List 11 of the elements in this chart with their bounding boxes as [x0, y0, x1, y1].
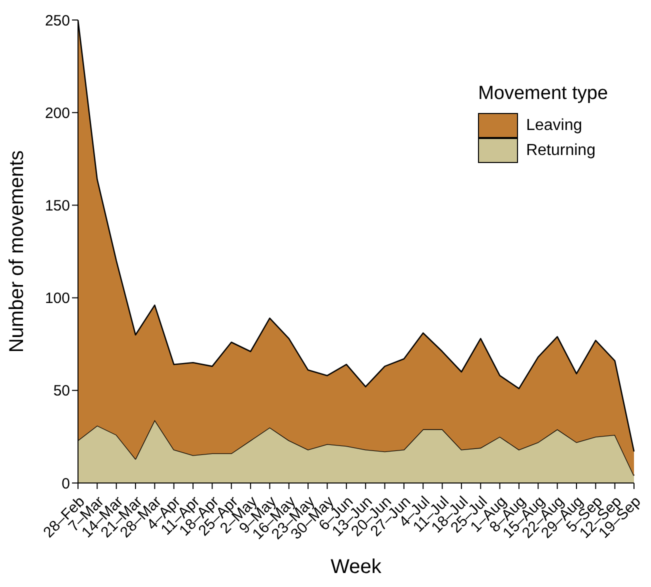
legend-title: Movement type — [478, 83, 608, 105]
legend-label: Leaving — [525, 116, 584, 136]
y-tick-label: 250 — [44, 12, 70, 30]
y-tick-label: 150 — [44, 198, 70, 215]
y-tick-label: 200 — [44, 104, 70, 122]
y-tick-label: 50 — [53, 382, 70, 400]
y-tick-label: 100 — [44, 290, 70, 308]
y-tick-label: 0 — [62, 475, 70, 492]
x-axis-title: Week — [330, 556, 382, 578]
legend-label: Returning — [525, 140, 596, 160]
y-axis-title: Number of movements — [6, 150, 28, 353]
